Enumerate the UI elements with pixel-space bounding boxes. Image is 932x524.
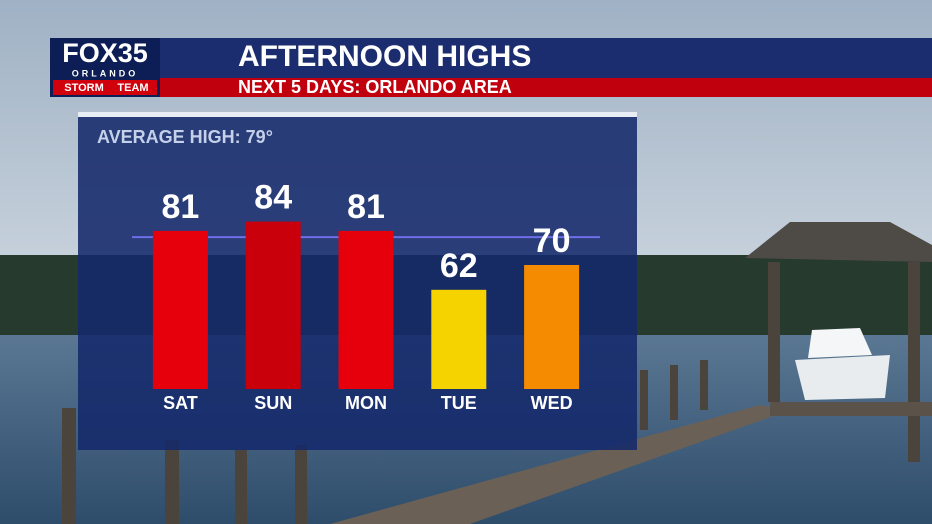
x-tick-label: SUN (254, 393, 292, 413)
x-tick-label: MON (345, 393, 387, 413)
logo-team-right: TEAM (117, 82, 148, 94)
bar (431, 289, 487, 389)
subheader-bar (160, 78, 932, 97)
average-label: AVERAGE HIGH: 79° (97, 127, 273, 147)
bar (524, 265, 580, 389)
bar (338, 230, 394, 389)
logo-name: FOX35 (62, 38, 148, 68)
chart-subtitle: NEXT 5 DAYS: ORLANDO AREA (238, 77, 512, 97)
x-tick-label: TUE (441, 393, 477, 413)
logo-team-left: STORM (64, 82, 104, 94)
logo-city: ORLANDO (72, 68, 139, 78)
bar (152, 230, 208, 389)
chart-title: AFTERNOON HIGHS (238, 40, 531, 73)
x-tick-label: SAT (163, 393, 198, 413)
data-label: 70 (533, 222, 571, 260)
logo: FOX35 ORLANDO STORM TEAM (50, 38, 160, 97)
data-label: 84 (254, 179, 292, 217)
bar (245, 221, 301, 389)
header-bar (50, 38, 932, 78)
data-label: 62 (440, 247, 478, 285)
panel-top-strip (78, 112, 637, 117)
x-tick-label: WED (531, 393, 573, 413)
data-label: 81 (161, 188, 199, 226)
data-label: 81 (347, 188, 385, 226)
